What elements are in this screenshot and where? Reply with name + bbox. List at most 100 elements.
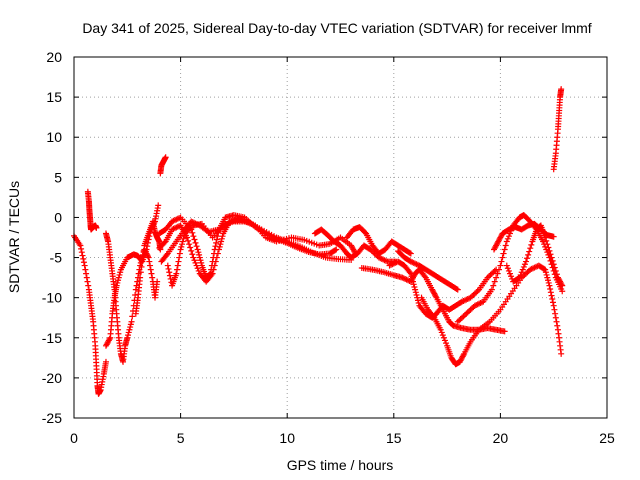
data-point	[84, 278, 91, 285]
data-point	[164, 262, 171, 269]
data-point	[115, 277, 122, 284]
data-point	[559, 288, 566, 295]
data-point	[549, 299, 556, 306]
data-point	[549, 257, 556, 264]
data-point	[219, 233, 226, 240]
data-point	[515, 275, 522, 282]
data-point	[408, 273, 415, 280]
data-point	[196, 251, 203, 258]
data-point	[192, 259, 199, 266]
data-point	[559, 282, 566, 289]
x-axis-ticks: 0 5 10 15 20 25	[70, 57, 615, 446]
data-point	[102, 358, 109, 365]
data-point	[187, 244, 194, 251]
data-point	[516, 274, 523, 281]
data-point	[522, 258, 529, 265]
data-point	[441, 337, 448, 344]
data-point	[519, 266, 526, 273]
data-point	[196, 254, 203, 261]
series-arc-14	[386, 258, 500, 321]
data-point	[148, 270, 155, 277]
chart-title: Day 341 of 2025, Sidereal Day-to-day VTE…	[82, 20, 591, 36]
data-point	[553, 271, 560, 278]
data-point	[517, 271, 524, 278]
data-point	[332, 247, 339, 254]
data-point	[115, 274, 122, 281]
data-point	[217, 241, 224, 248]
y-tick-label: 0	[54, 209, 62, 225]
data-point	[501, 328, 508, 335]
data-point	[413, 291, 420, 298]
data-point	[544, 274, 551, 281]
data-point	[154, 278, 161, 285]
series-arc-10	[158, 216, 248, 265]
data-point	[193, 262, 200, 269]
data-point	[541, 265, 548, 272]
data-point	[197, 257, 204, 264]
data-point	[437, 326, 444, 333]
data-point	[409, 278, 416, 285]
data-point	[147, 262, 154, 269]
y-tick-label: -10	[42, 290, 62, 306]
data-point	[132, 286, 139, 293]
data-point	[166, 269, 173, 276]
x-tick-label: 25	[599, 430, 615, 446]
data-point	[543, 271, 550, 278]
data-point	[176, 254, 183, 261]
data-point	[548, 254, 555, 261]
data-point	[500, 250, 507, 257]
data-point	[490, 282, 497, 289]
data-point	[504, 235, 511, 242]
data-point	[494, 270, 501, 277]
data-point	[177, 246, 184, 253]
data-point	[497, 262, 504, 269]
y-axis-label: SDTVAR / TECUs	[6, 181, 22, 293]
data-point	[558, 281, 565, 288]
data-point	[167, 275, 174, 282]
data-point	[410, 281, 417, 288]
data-point	[495, 266, 502, 273]
data-point	[502, 242, 509, 249]
data-point	[174, 266, 181, 273]
data-point	[213, 254, 220, 261]
data-point	[189, 251, 196, 258]
data-point	[443, 340, 450, 347]
data-point	[407, 250, 414, 257]
data-point	[545, 244, 552, 251]
x-axis-label: GPS time / hours	[287, 457, 394, 473]
data-point	[552, 267, 559, 274]
data-point	[501, 246, 508, 253]
data-point	[550, 302, 557, 309]
data-point	[505, 267, 512, 274]
series-arc-12	[343, 224, 414, 257]
data-point	[81, 262, 88, 269]
data-point	[412, 289, 419, 296]
data-point	[407, 270, 414, 277]
data-point	[406, 249, 413, 256]
data-point	[195, 249, 202, 256]
series-arc-15	[395, 248, 461, 293]
data-point	[194, 246, 201, 253]
data-point	[162, 154, 169, 161]
data-point	[124, 334, 131, 341]
data-point	[552, 310, 559, 317]
data-point	[406, 269, 413, 276]
series-arc-20	[550, 86, 565, 173]
data-point	[499, 254, 506, 261]
data-point	[212, 243, 219, 250]
data-point	[80, 255, 87, 262]
data-point	[558, 86, 565, 93]
data-point	[132, 291, 139, 298]
series-arc-18	[491, 220, 557, 253]
data-point	[542, 266, 549, 273]
data-point	[525, 251, 532, 258]
data-point	[191, 236, 198, 243]
series-arc-1	[71, 232, 109, 397]
data-point	[454, 286, 461, 293]
y-tick-label: 10	[46, 129, 62, 145]
data-point	[432, 293, 439, 300]
series-arc-6	[157, 154, 169, 177]
data-point	[215, 246, 222, 253]
data-point	[128, 318, 135, 325]
